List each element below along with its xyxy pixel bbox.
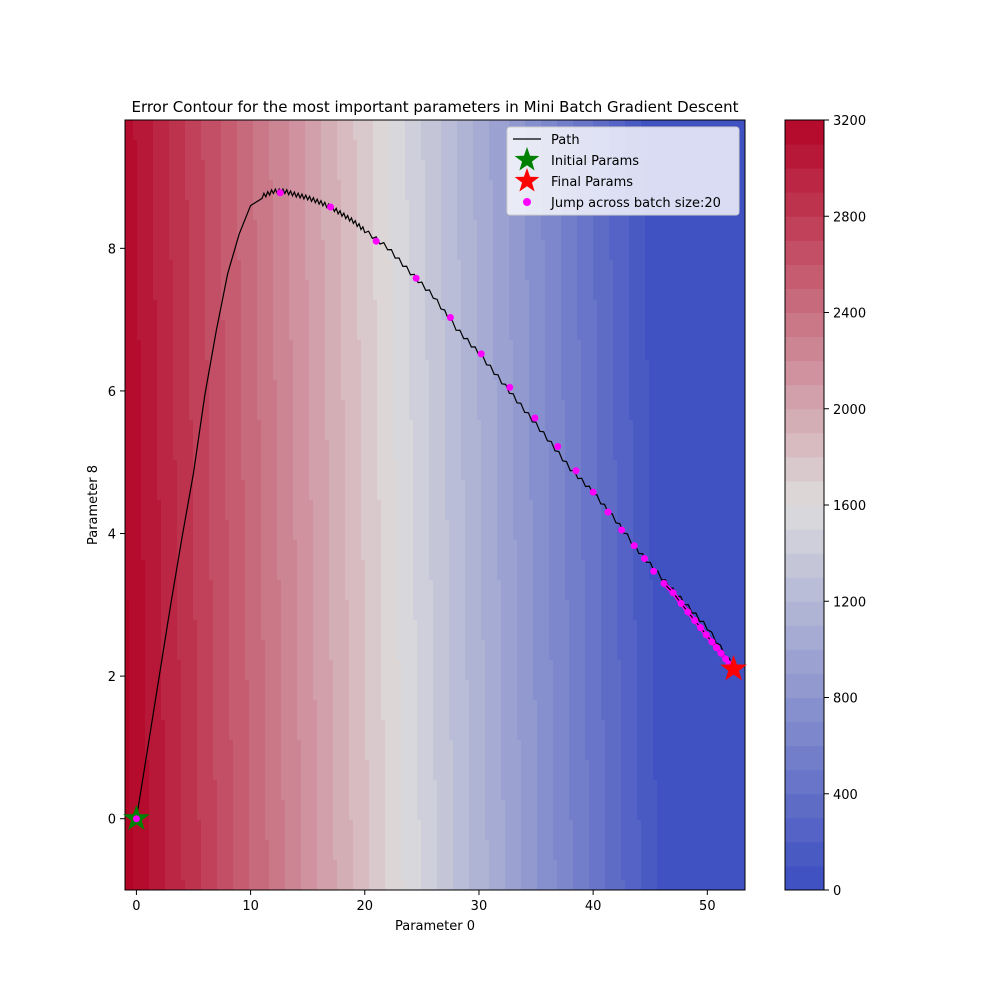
colorbar-band <box>785 216 824 241</box>
colorbar-band <box>785 168 824 193</box>
x-tick-label: 30 <box>471 899 488 914</box>
jump-point <box>684 608 692 616</box>
jump-point <box>572 467 580 475</box>
colorbar-band <box>785 865 824 891</box>
jump-point <box>717 649 725 657</box>
jump-point <box>276 189 284 197</box>
y-axis-label: Parameter 8 <box>86 465 101 545</box>
jump-point <box>604 508 612 516</box>
colorbar-tick-label: 400 <box>833 788 858 803</box>
colorbar-tick-label: 2800 <box>833 210 866 225</box>
y-tick-label: 4 <box>108 528 116 543</box>
legend-label: Path <box>551 133 580 148</box>
x-tick-label: 10 <box>242 899 259 914</box>
colorbar: 0 400 800 1200 1600 2000 2400 2800 3200 <box>784 114 866 899</box>
legend-swatch-star <box>514 168 540 192</box>
jump-point <box>712 644 720 652</box>
colorbar-band <box>785 456 824 482</box>
jump-point <box>696 624 704 632</box>
axes: 0 10 20 30 40 50 0 2 4 6 8 <box>108 242 716 914</box>
colorbar-tick-label: 1600 <box>833 499 866 514</box>
jump-point <box>589 488 597 496</box>
colorbar-band <box>785 288 824 313</box>
initial-jump-point <box>132 815 140 823</box>
colorbar-band <box>785 793 824 819</box>
colorbar-tick-label: 2400 <box>833 307 866 322</box>
jump-point <box>477 350 485 358</box>
colorbar-band <box>785 336 824 362</box>
x-axis-label: Parameter 0 <box>395 919 475 934</box>
colorbar-band <box>785 529 824 554</box>
colorbar-band <box>785 697 824 723</box>
legend-label: Jump across batch size:20 <box>550 196 721 211</box>
legend-box <box>506 126 740 216</box>
jump-point <box>446 313 454 321</box>
colorbar-band <box>785 432 824 458</box>
jump-point <box>660 579 668 587</box>
colorbar-band <box>785 745 824 771</box>
colorbar-band <box>785 841 824 867</box>
colorbar-band <box>785 480 824 506</box>
x-tick-label: 0 <box>132 899 140 914</box>
colorbar-band <box>785 312 824 338</box>
jump-point <box>702 631 710 639</box>
jump-point <box>630 542 638 550</box>
colorbar-band <box>785 817 824 843</box>
jump-point <box>327 203 335 211</box>
colorbar-band <box>785 577 824 602</box>
colorbar-band <box>785 505 824 530</box>
colorbar-band <box>785 144 824 169</box>
path-line <box>135 187 735 819</box>
colorbar-tick-label: 3200 <box>833 114 866 129</box>
legend-label: Initial Params <box>551 154 639 169</box>
y-tick-label: 6 <box>108 385 116 400</box>
colorbar-band <box>785 408 824 434</box>
final-params-marker <box>720 654 747 681</box>
jump-point <box>669 589 677 597</box>
jump-point <box>691 617 699 624</box>
colorbar-tick-label: 800 <box>833 692 858 707</box>
plot-frame <box>124 119 746 891</box>
legend-swatch-star <box>514 147 540 171</box>
colorbar-band <box>785 769 824 795</box>
colorbar-band <box>785 264 824 289</box>
colorbar-band <box>785 384 824 410</box>
colorbar-band <box>785 673 824 698</box>
legend: Path Initial Params Final Params Jump acros… <box>506 126 740 216</box>
jump-point <box>677 599 685 607</box>
legend-label: Final Params <box>551 175 633 190</box>
colorbar-band <box>785 625 824 650</box>
contour-fill <box>125 120 745 890</box>
jump-point <box>412 274 420 282</box>
colorbar-band <box>785 240 824 265</box>
legend-swatch-dot <box>523 198 531 206</box>
y-tick-label: 0 <box>108 813 116 828</box>
colorbar-band <box>785 360 824 386</box>
colorbar-tick-label: 0 <box>833 884 841 899</box>
jump-point <box>650 567 658 575</box>
colorbar-band <box>785 721 824 747</box>
jump-point <box>554 443 562 451</box>
jump-point <box>506 383 514 391</box>
colorbar-band <box>785 553 824 578</box>
chart-title: Error Contour for the most important par… <box>131 98 738 116</box>
colorbar-band <box>785 192 824 217</box>
jump-point <box>641 554 649 562</box>
x-tick-label: 20 <box>357 899 374 914</box>
jump-point <box>708 638 716 646</box>
jump-point <box>618 526 626 534</box>
y-tick-label: 8 <box>108 242 116 257</box>
colorbar-band <box>785 649 824 674</box>
jump-point <box>531 414 539 422</box>
jump-point <box>722 655 730 663</box>
x-tick-label: 50 <box>699 899 716 914</box>
x-tick-label: 40 <box>585 899 602 914</box>
colorbar-band <box>785 601 824 626</box>
colorbar-tick-label: 1200 <box>833 595 866 610</box>
jump-point <box>372 237 380 245</box>
colorbar-band <box>785 120 824 145</box>
colorbar-tick-label: 2000 <box>833 403 866 418</box>
y-tick-label: 2 <box>108 670 116 685</box>
